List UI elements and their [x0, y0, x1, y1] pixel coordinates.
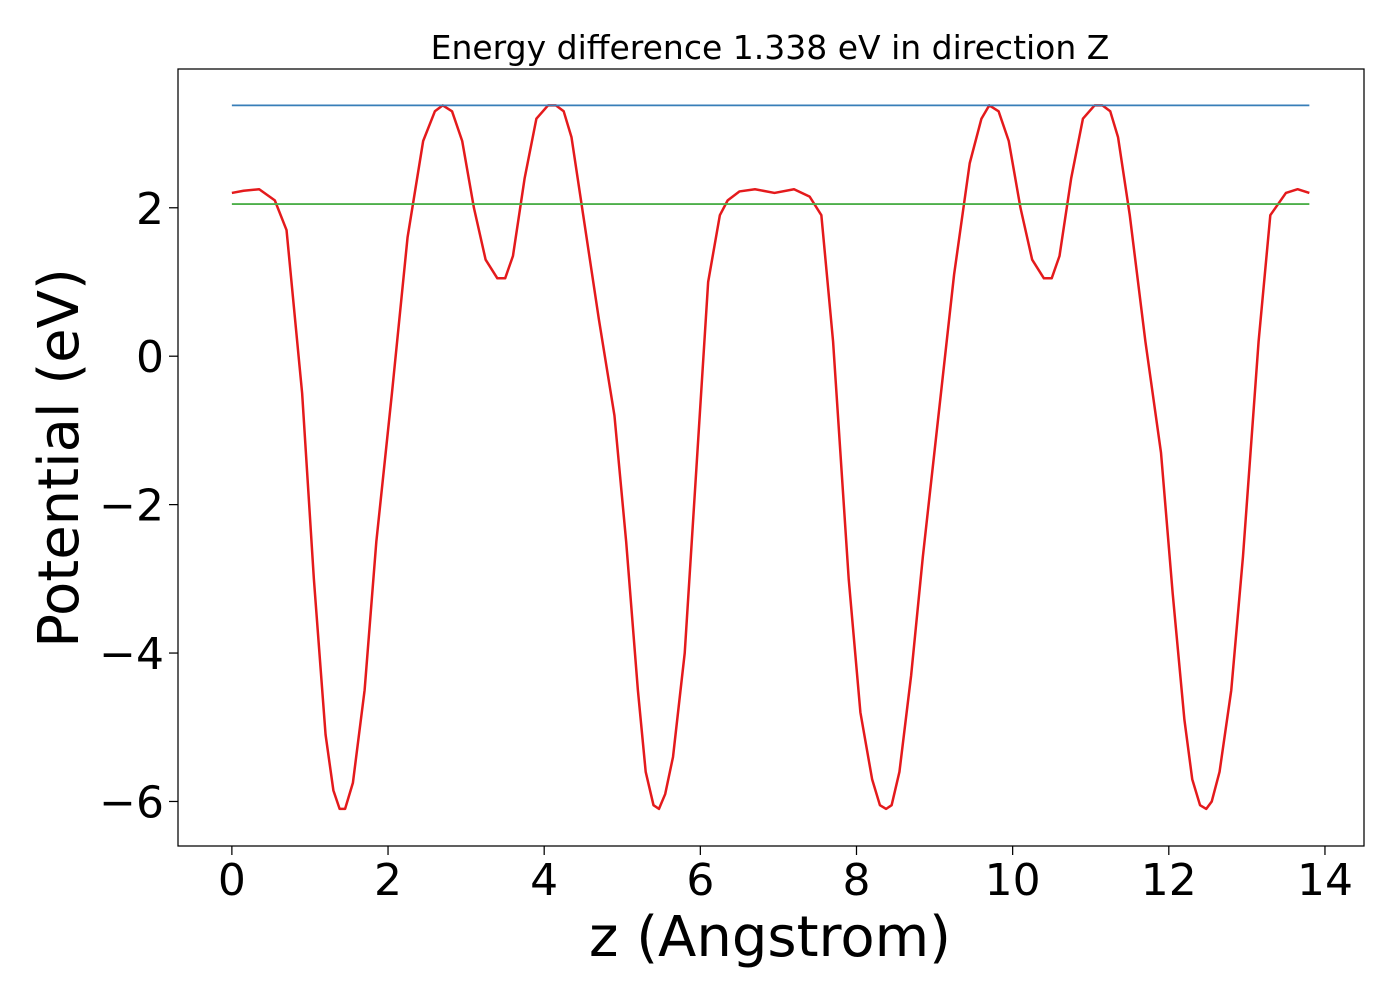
x-axis-label: z (Angstrom)	[589, 905, 951, 970]
x-tick-label: 4	[530, 855, 558, 906]
x-tick-label: 2	[374, 855, 402, 906]
x-tick-label: 8	[842, 855, 870, 906]
y-tick-label: 2	[136, 184, 164, 235]
x-tick-label: 0	[218, 855, 246, 906]
chart-title: Energy difference 1.338 eV in direction …	[431, 28, 1110, 67]
x-tick-label: 12	[1141, 855, 1197, 906]
x-tick-label: 10	[985, 855, 1041, 906]
x-tick-label: 14	[1297, 855, 1353, 906]
plot-area	[231, 104, 1310, 811]
x-tick-label: 6	[686, 855, 714, 906]
y-tick-label: −2	[99, 481, 164, 532]
y-axis-label: Potential (eV)	[27, 268, 92, 648]
axes-frame	[177, 68, 1365, 847]
y-tick-label: 0	[136, 332, 164, 383]
y-tick-label: −6	[99, 777, 164, 828]
y-axis-ticks: 2 0 −2 −4 −6	[99, 184, 178, 828]
y-tick-label: −4	[99, 629, 164, 680]
x-axis-ticks: 0 2 4 6 8 10 12 14	[218, 846, 1353, 906]
potential-line	[231, 104, 1310, 811]
